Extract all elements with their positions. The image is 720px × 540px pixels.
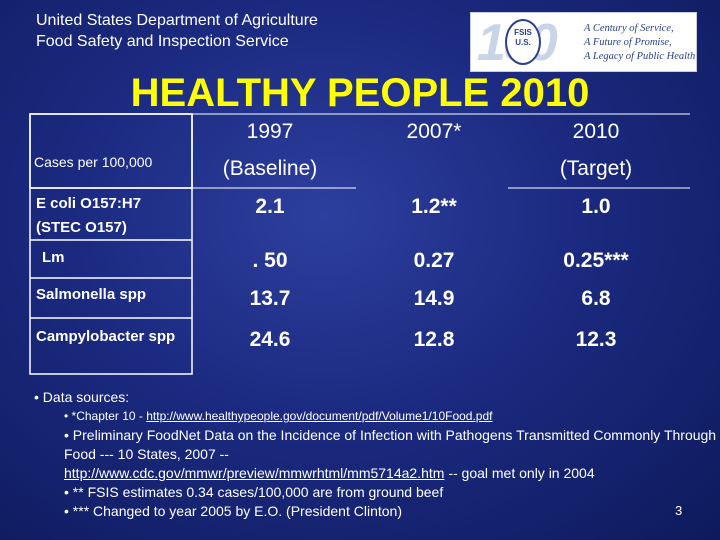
cell-salmonella-2010: 6.8 (581, 287, 611, 310)
source-item-2-text: • Preliminary FoodNet Data on the Incide… (64, 427, 717, 462)
source-link-healthypeople[interactable]: http://www.healthypeople.gov/document/pd… (146, 409, 493, 423)
page-number: 3 (675, 503, 683, 518)
agency-line-1: United States Department of Agriculture (36, 12, 318, 29)
logo-tagline: A Century of Service, A Future of Promis… (584, 22, 695, 64)
row-label-salmonella: Salmonella spp (36, 286, 147, 303)
seal-text-2: U.S. (515, 38, 531, 47)
logo-tagline-3: A Legacy of Public Health (584, 51, 696, 62)
agency-header: United States Department of Agriculture … (36, 10, 318, 52)
cell-ecoli-1997: 2.1 (255, 195, 285, 218)
fsis-centennial-logo: 100 FSIS U.S. A Century of Service, A Fu… (470, 12, 697, 72)
row-label-lm: Lm (42, 249, 65, 266)
cell-campylobacter-2010: 12.3 (575, 328, 617, 351)
source-item-2: • Preliminary FoodNet Data on the Incide… (34, 426, 720, 483)
column-subheader-target: (Target) (559, 157, 633, 180)
cell-salmonella-2007: 14.9 (413, 287, 455, 310)
logo-tagline-1: A Century of Service, (584, 23, 674, 34)
logo-tagline-2: A Future of Promise, (584, 37, 672, 48)
cell-ecoli-2007: 1.2** (411, 195, 457, 218)
table-corner-label: Cases per 100,000 (34, 154, 153, 170)
source-item-1-text: • *Chapter 10 - (64, 409, 147, 423)
cell-salmonella-1997: 13.7 (249, 287, 291, 310)
column-header-1997: 1997 (246, 120, 294, 143)
sources-heading: • Data sources: (34, 389, 130, 405)
fsis-seal-icon: FSIS U.S. (505, 19, 541, 65)
cell-campylobacter-1997: 24.6 (249, 328, 291, 351)
table-corner-box (29, 113, 193, 189)
column-subheader-baseline: (Baseline) (222, 157, 318, 180)
source-item-2-suffix: -- goal met only in 2004 (444, 465, 595, 481)
cell-lm-1997: . 50 (252, 249, 288, 272)
row-label-campylobacter: Campylobacter spp (36, 328, 176, 345)
row-label-ecoli: E coli O157:H7 (STEC O157) (36, 195, 142, 236)
source-item-3: • ** FSIS estimates 0.34 cases/100,000 a… (64, 484, 444, 500)
agency-line-2: Food Safety and Inspection Service (36, 33, 289, 50)
source-link-cdc-mmwr[interactable]: http://www.cdc.gov/mmwr/preview/mmwrhtml… (64, 465, 445, 481)
source-item-4: • *** Changed to year 2005 by E.O. (Pres… (64, 503, 402, 519)
cell-lm-2010: 0.25*** (563, 249, 629, 272)
cell-lm-2007: 0.27 (413, 249, 455, 272)
source-item-1: • *Chapter 10 - http://www.healthypeople… (34, 407, 720, 426)
data-sources: • Data sources: • *Chapter 10 - http://w… (34, 388, 720, 521)
column-header-2010: 2010 (572, 120, 620, 143)
cell-campylobacter-2007: 12.8 (413, 328, 455, 351)
column-header-2007: 2007* (406, 120, 462, 143)
cell-ecoli-2010: 1.0 (581, 195, 611, 218)
seal-text-1: FSIS (514, 28, 532, 37)
slide-title: HEALTHY PEOPLE 2010 (130, 71, 590, 115)
